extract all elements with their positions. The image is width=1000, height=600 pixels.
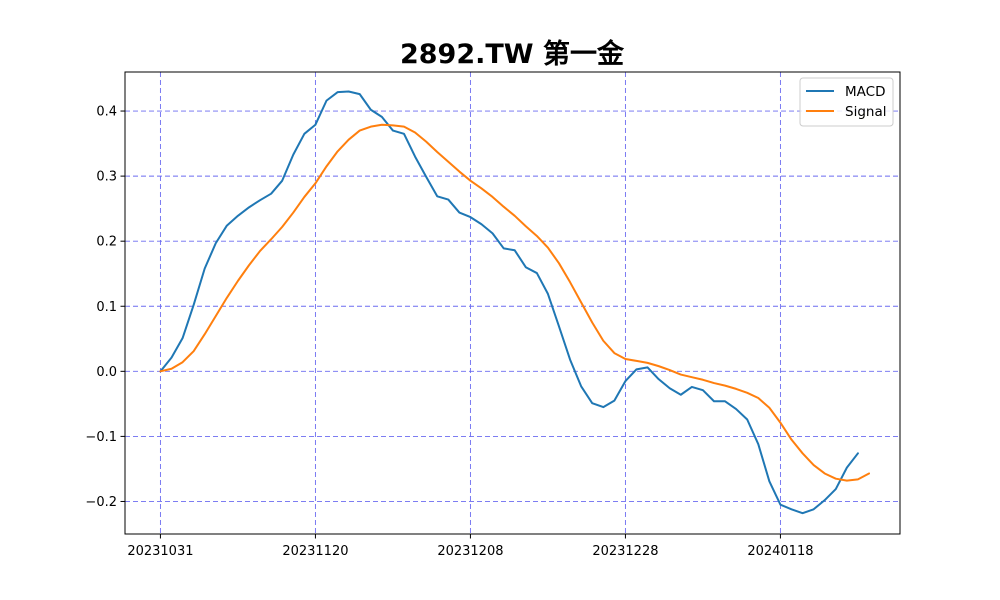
- legend-label-signal: Signal: [845, 104, 886, 120]
- plot-area-frame: [124, 71, 901, 535]
- series-line-signal: [159, 123, 870, 482]
- x-tick-label: 20240118: [747, 544, 813, 559]
- x-tick-label: 20231031: [127, 544, 193, 559]
- chart-title: 2892.TW 第一金: [400, 38, 625, 70]
- x-tick-label: 20231120: [282, 544, 348, 559]
- legend-label-macd: MACD: [845, 84, 885, 100]
- x-tick-label: 20231208: [437, 544, 503, 559]
- y-tick-label: 0.0: [96, 365, 117, 380]
- y-axis: −0.2 −0.1 0.0 0.1 0.2 0.3 0.4: [85, 105, 125, 510]
- legend: MACD Signal: [799, 77, 894, 127]
- y-tick-label: −0.1: [85, 430, 117, 445]
- x-tick-label: 20231228: [592, 544, 658, 559]
- series-line-macd: [159, 90, 859, 515]
- y-tick-label: 0.1: [96, 300, 117, 315]
- y-tick-label: −0.2: [85, 495, 117, 510]
- grid: [125, 72, 900, 534]
- series-layer: [159, 90, 870, 515]
- x-axis: 20231031 20231120 20231208 20231228 20240118: [127, 534, 814, 559]
- y-tick-label: 0.3: [96, 170, 117, 185]
- y-tick-label: 0.4: [96, 105, 117, 120]
- y-tick-label: 0.2: [96, 235, 117, 250]
